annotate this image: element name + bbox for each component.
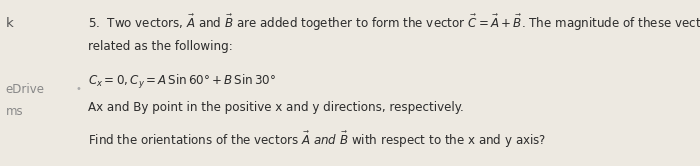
Text: ms: ms	[6, 105, 23, 118]
Text: Ax and By point in the positive x and y directions, respectively.: Ax and By point in the positive x and y …	[88, 101, 463, 114]
Text: $C_x = 0, C_y = A\,\mathrm{Sin}\,60°+ B\,\mathrm{Sin}\,30°$: $C_x = 0, C_y = A\,\mathrm{Sin}\,60°+ B\…	[88, 73, 276, 91]
Text: Find the orientations of the vectors $\vec{A}$ $and$ $\vec{B}$ with respect to t: Find the orientations of the vectors $\v…	[88, 129, 546, 150]
Text: •: •	[76, 84, 81, 94]
Text: k: k	[6, 17, 13, 30]
Text: 5.  Two vectors, $\vec{A}$ and $\vec{B}$ are added together to form the vector $: 5. Two vectors, $\vec{A}$ and $\vec{B}$ …	[88, 13, 700, 33]
Text: related as the following:: related as the following:	[88, 40, 232, 53]
Text: eDrive: eDrive	[6, 83, 45, 96]
